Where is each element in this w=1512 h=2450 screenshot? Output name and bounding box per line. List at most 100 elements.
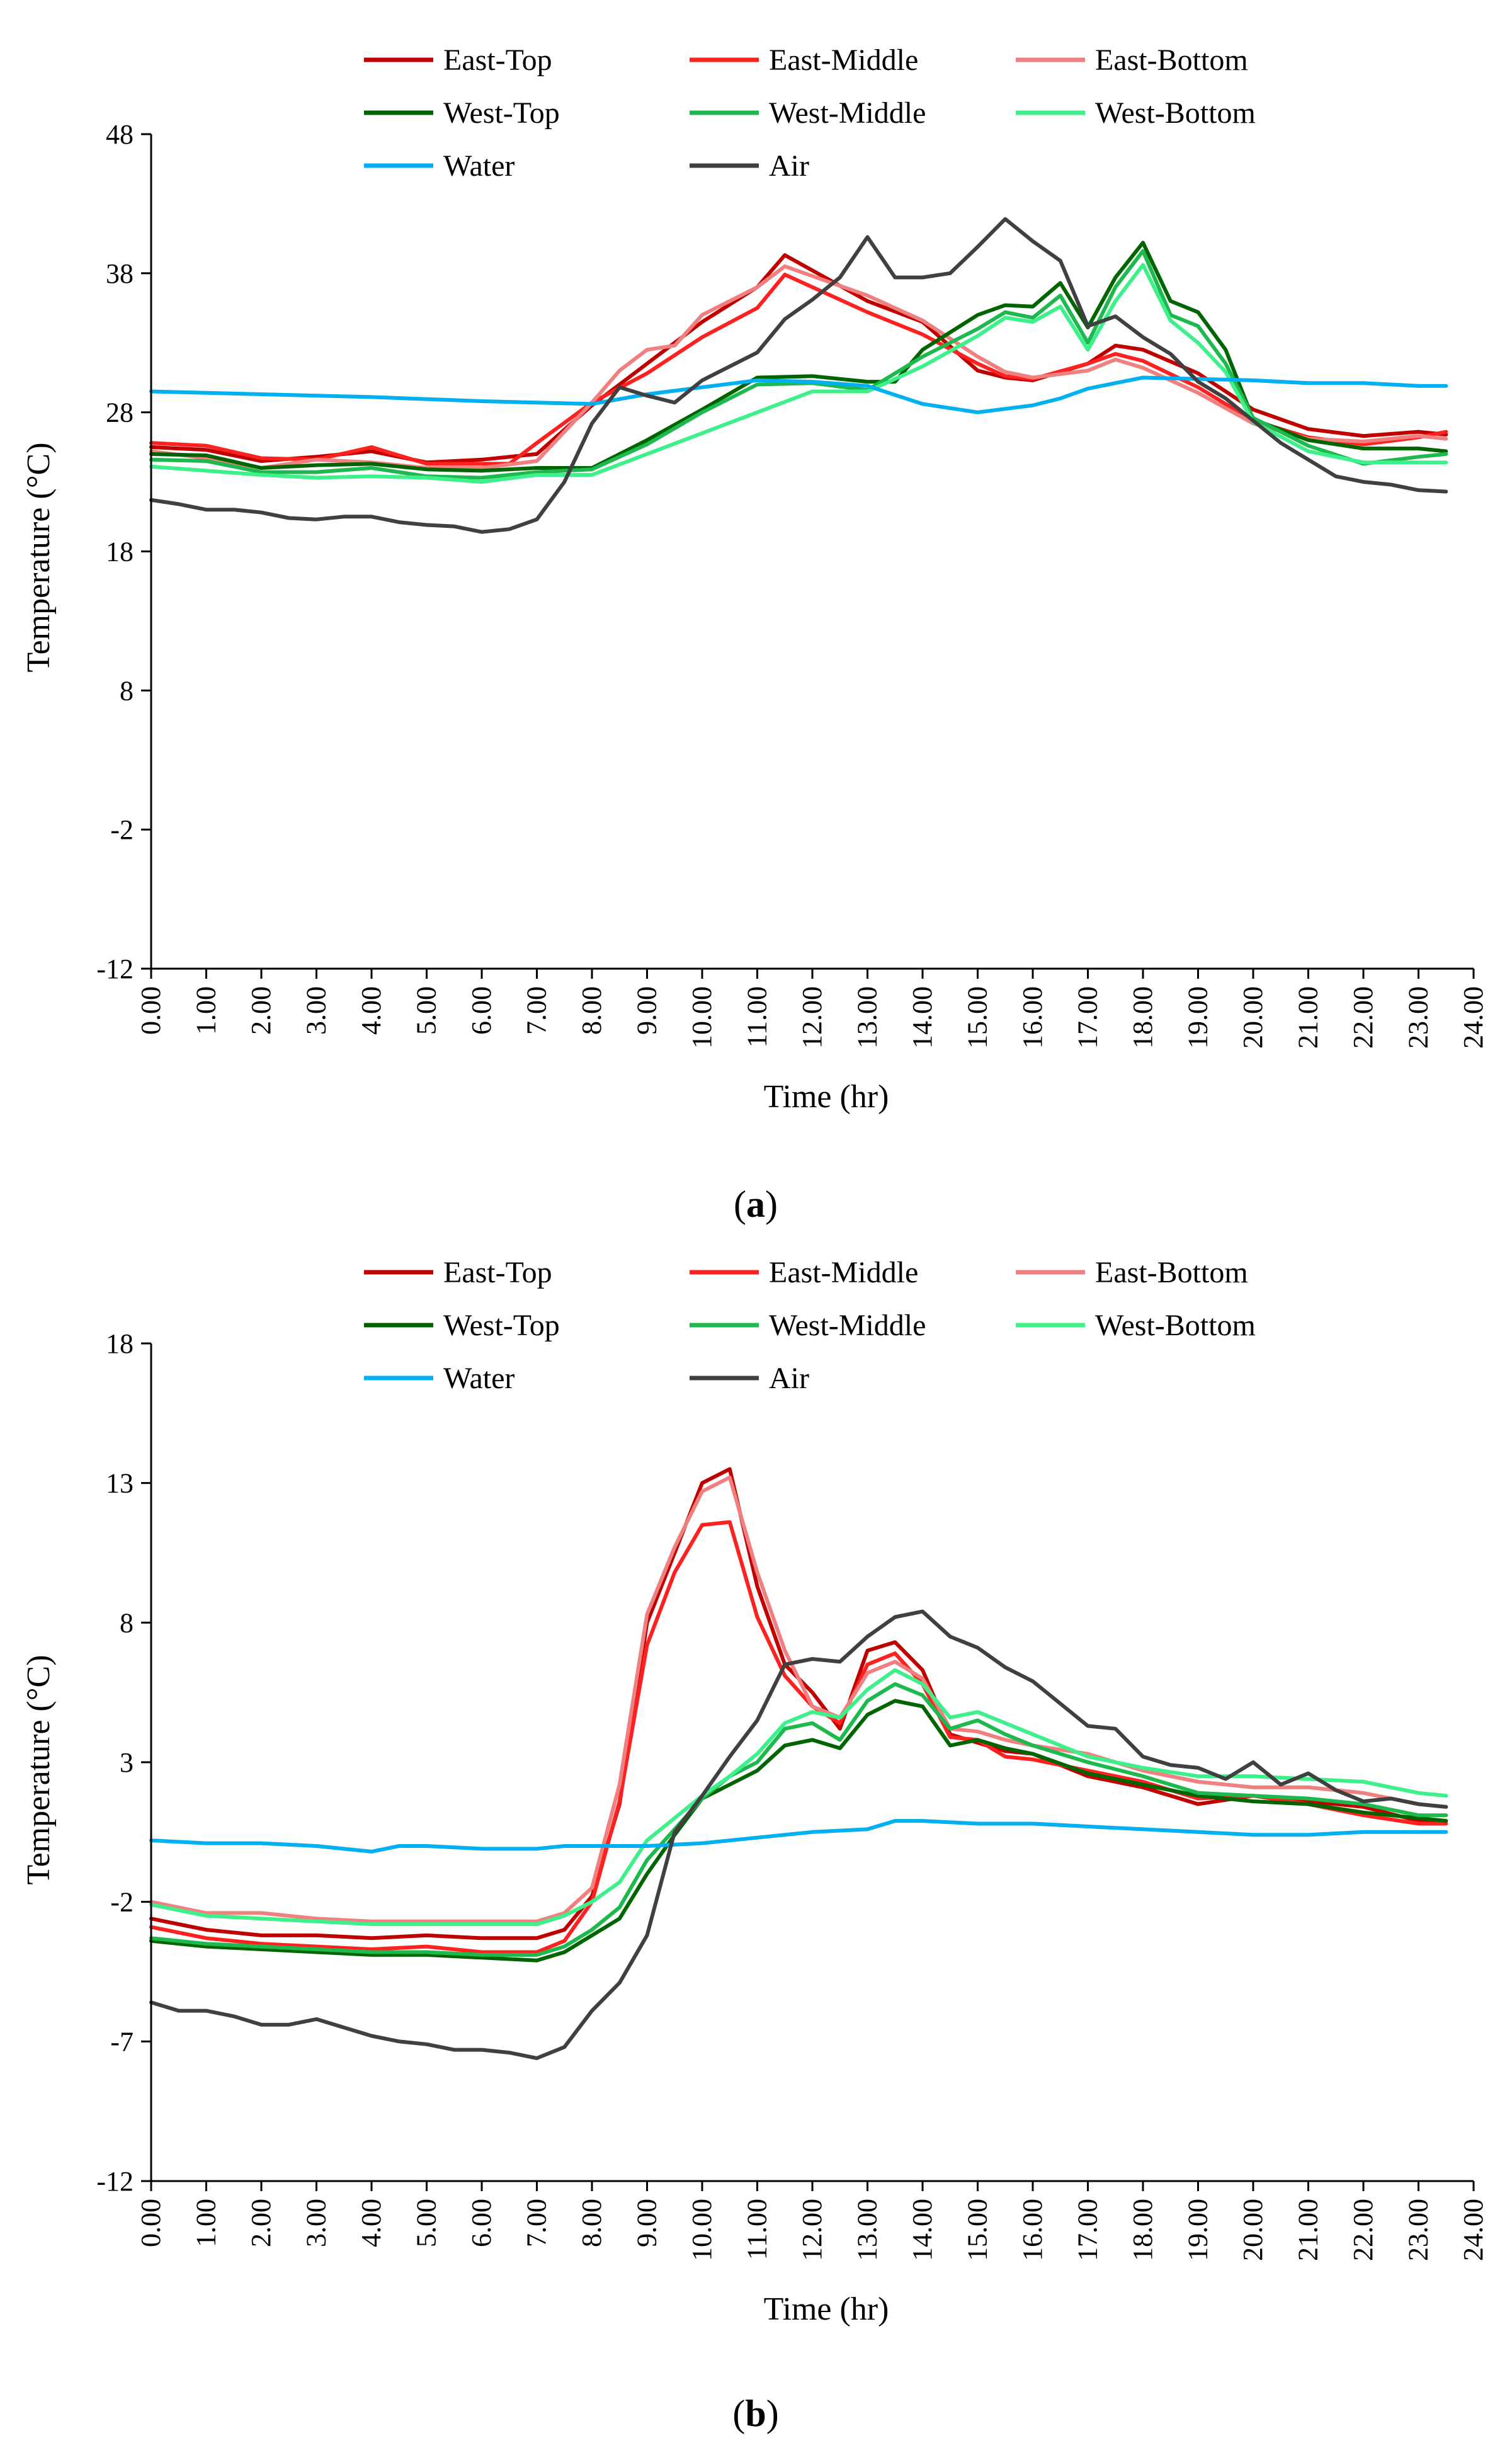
legend: East-Top East-Middle East-Bottom West-Top We…: [364, 1256, 1256, 1395]
x-tick-label: 19.00: [1183, 2199, 1214, 2261]
legend-item-air: Air: [690, 149, 809, 183]
x-tick-label: 14.00: [907, 986, 938, 1049]
series-line-west-middle: [149, 1682, 1448, 1957]
y-tick-label: 48: [106, 119, 134, 150]
panel-letter: a: [746, 1183, 765, 1225]
series-line-east-top: [149, 253, 1448, 465]
legend-label: West-Top: [443, 96, 560, 130]
legend-item-water: Water: [364, 1362, 514, 1395]
legend-item-west-top: West-Top: [364, 96, 560, 130]
series-line-west-bottom: [149, 263, 1448, 484]
legend-label: West-Middle: [769, 96, 926, 130]
axes: -12 -2 8 18 28 38 48 0.00 1.00 2.00 3.00 4.00 5.00 6.…: [96, 119, 1489, 1049]
y-tick-label: 28: [106, 397, 134, 428]
panel-label: (b): [732, 2393, 778, 2434]
x-tick-label: 6.00: [466, 986, 497, 1035]
x-tick-label: 10.00: [686, 986, 717, 1049]
x-tick-label: 8.00: [576, 2199, 607, 2247]
x-tick-label: 12.00: [797, 986, 827, 1049]
series-line-west-middle: [149, 249, 1448, 480]
legend-label: East-Bottom: [1095, 1256, 1248, 1289]
legend-label: West-Middle: [769, 1309, 926, 1342]
x-tick-label: 24.00: [1458, 986, 1489, 1049]
x-tick-label: 3.00: [301, 2199, 332, 2247]
x-tick-label: 20.00: [1237, 2199, 1268, 2261]
x-tick-label: 12.00: [797, 2199, 827, 2261]
legend-item-east-bottom: East-Bottom: [1016, 1256, 1248, 1289]
legend-item-west-bottom: West-Bottom: [1016, 96, 1256, 130]
legend-item-water: Water: [364, 149, 514, 183]
y-tick-label: -12: [96, 2166, 134, 2197]
x-tick-label: 3.00: [301, 986, 332, 1035]
x-tick-label: 9.00: [632, 2199, 662, 2247]
x-tick-label: 16.00: [1017, 2199, 1048, 2261]
series-line-air: [149, 217, 1448, 534]
legend-item-east-top: East-Top: [364, 1256, 552, 1289]
x-tick-label: 4.00: [356, 2199, 387, 2247]
series-line-east-top: [149, 1467, 1448, 1940]
y-tick-label: -2: [110, 814, 134, 845]
panel-letter: b: [745, 2393, 766, 2434]
series-layer: [149, 1467, 1448, 2060]
series-layer: [149, 217, 1448, 534]
y-tick-label: -7: [110, 2026, 134, 2057]
legend-item-west-middle: West-Middle: [690, 1309, 926, 1342]
x-tick-label: 7.00: [521, 986, 552, 1035]
x-tick-label: 19.00: [1183, 986, 1214, 1049]
x-tick-label: 24.00: [1458, 2199, 1489, 2261]
legend-label: East-Top: [443, 43, 552, 77]
x-tick-label: 15.00: [962, 2199, 993, 2261]
x-tick-label: 6.00: [466, 2199, 497, 2247]
x-tick-label: 0.00: [135, 2199, 166, 2247]
x-tick-label: 18.00: [1127, 2199, 1158, 2261]
legend-item-east-middle: East-Middle: [690, 43, 918, 77]
series-line-east-middle: [149, 273, 1448, 466]
legend-label: Air: [769, 149, 809, 183]
x-axis-label: Time (hr): [764, 2291, 889, 2327]
x-tick-label: 0.00: [135, 986, 166, 1035]
axes: -12 -7 -2 3 8 13 18 0.00 1.00 2.00 3.00 4.00 5.00 6.0…: [96, 1328, 1489, 2261]
x-axis-label: Time (hr): [764, 1079, 889, 1115]
chart-panel-b: East-Top East-Middle East-Bottom West-Top We…: [21, 1256, 1489, 2434]
x-tick-label: 21.00: [1293, 986, 1324, 1049]
legend-item-west-top: West-Top: [364, 1309, 560, 1342]
plot-area: -12 -2 8 18 28 38 48 0.00 1.00 2.00 3.00 4.00 5.00 6.…: [96, 119, 1489, 1049]
x-tick-label: 5.00: [411, 986, 442, 1035]
legend-item-east-top: East-Top: [364, 43, 552, 77]
y-tick-label: 38: [106, 258, 134, 289]
series-line-water: [149, 1819, 1448, 1854]
x-tick-label: 1.00: [191, 986, 222, 1035]
x-tick-label: 7.00: [521, 2199, 552, 2247]
x-tick-label: 9.00: [632, 986, 662, 1035]
series-line-west-top: [149, 1699, 1448, 1963]
x-tick-label: 8.00: [576, 986, 607, 1035]
panel-label: (a): [734, 1183, 778, 1225]
x-tick-label: 13.00: [852, 986, 883, 1049]
legend-label: West-Top: [443, 1309, 560, 1342]
x-tick-label: 10.00: [686, 2199, 717, 2261]
series-line-water: [149, 375, 1448, 414]
y-tick-label: 13: [106, 1468, 134, 1499]
legend-item-east-middle: East-Middle: [690, 1256, 918, 1289]
x-tick-label: 1.00: [191, 2199, 222, 2247]
series-line-west-bottom: [149, 1668, 1448, 1927]
legend-label: West-Bottom: [1095, 96, 1256, 130]
legend-label: Water: [443, 149, 514, 183]
legend-label: East-Middle: [769, 1256, 918, 1289]
x-tick-label: 5.00: [411, 2199, 442, 2247]
x-tick-label: 16.00: [1017, 986, 1048, 1049]
y-tick-label: 8: [120, 675, 134, 706]
series-line-east-bottom: [149, 264, 1448, 470]
x-tick-label: 22.00: [1348, 2199, 1378, 2261]
legend-item-west-bottom: West-Bottom: [1016, 1309, 1256, 1342]
y-tick-label: 18: [106, 1328, 134, 1359]
y-tick-label: 8: [120, 1607, 134, 1638]
legend-label: Air: [769, 1362, 809, 1395]
legend: East-Top East-Middle East-Bottom West-Top We…: [364, 43, 1256, 183]
y-axis-label: Temperature (°C): [21, 442, 57, 672]
y-tick-label: -2: [110, 1887, 134, 1918]
legend-item-air: Air: [690, 1362, 809, 1395]
x-tick-label: 23.00: [1403, 986, 1434, 1049]
legend-item-west-middle: West-Middle: [690, 96, 926, 130]
